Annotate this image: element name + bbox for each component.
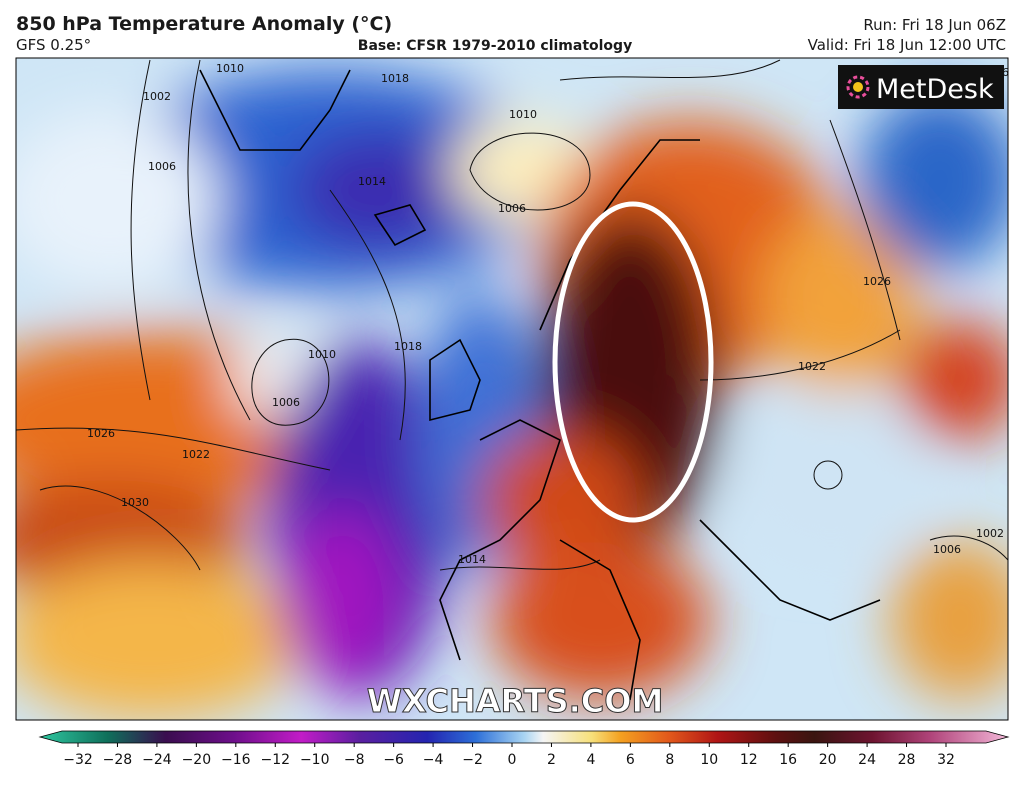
colorbar <box>38 730 1010 744</box>
valid: Valid: Fri 18 Jun 12:00 UTC <box>808 36 1006 54</box>
colorbar-label: −2 <box>462 752 483 768</box>
colorbar-label: 16 <box>779 752 797 768</box>
isobar-label: 1026 <box>87 427 115 440</box>
colorbar-label: −24 <box>142 752 172 768</box>
logo: MetDesk <box>876 74 994 105</box>
isobar-label: 1022 <box>182 448 210 461</box>
model: GFS 0.25° <box>16 36 91 54</box>
isobar-label: 1014 <box>458 553 486 566</box>
isobar-label: 1002 <box>143 90 171 103</box>
colorbar-label: 28 <box>898 752 916 768</box>
colorbar-label: −20 <box>182 752 212 768</box>
isobar-label: 1018 <box>394 340 422 353</box>
run: Run: Fri 18 Jun 06Z <box>863 16 1006 34</box>
colorbar-label: −28 <box>103 752 133 768</box>
isobar-label: 1014 <box>358 175 386 188</box>
colorbar-label: 24 <box>858 752 876 768</box>
colorbar-label: 32 <box>937 752 955 768</box>
isobar-label: 1006 <box>498 202 526 215</box>
watermark: WXCHARTS.COM <box>367 682 664 720</box>
colorbar-label: −6 <box>383 752 404 768</box>
isobar-label: 1010 <box>216 62 244 75</box>
colorbar-label: 2 <box>547 752 556 768</box>
colorbar-label: 0 <box>508 752 517 768</box>
colorbar-label: −10 <box>300 752 330 768</box>
isobar-label: 1006 <box>148 160 176 173</box>
colorbar-label: 12 <box>740 752 758 768</box>
colorbar-label: 4 <box>586 752 595 768</box>
isobar-label: 1002 <box>976 527 1004 540</box>
isobar-label: 1022 <box>798 360 826 373</box>
colorbar-label: −12 <box>260 752 290 768</box>
title: 850 hPa Temperature Anomaly (°C) <box>16 13 392 35</box>
colorbar-label: −32 <box>63 752 93 768</box>
isobar-label: 1010 <box>308 348 336 361</box>
colorbar-label: 10 <box>700 752 718 768</box>
map: 1010 1002 1006 1018 1014 1010 1006 1006 1010 1006… <box>16 58 1008 720</box>
isobar-label: 1026 <box>863 275 891 288</box>
colorbar-label: 8 <box>665 752 674 768</box>
colorbar-label: −8 <box>344 752 365 768</box>
isobar-label: 1018 <box>381 72 409 85</box>
colorbar-label: 6 <box>626 752 635 768</box>
isobar-label: 1006 <box>933 543 961 556</box>
colorbar-label: −16 <box>221 752 251 768</box>
colorbar-label: −4 <box>423 752 444 768</box>
colorbar-label: 20 <box>819 752 837 768</box>
isobar-label: 1030 <box>121 496 149 509</box>
isobar-label: 1006 <box>272 396 300 409</box>
isobar-label: 1010 <box>509 108 537 121</box>
base: Base: CFSR 1979-2010 climatology <box>358 38 632 54</box>
